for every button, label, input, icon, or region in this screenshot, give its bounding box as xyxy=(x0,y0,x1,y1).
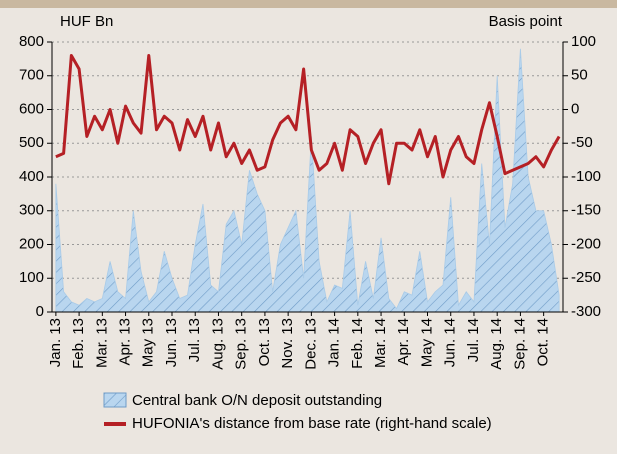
y2-tick-label: 0 xyxy=(571,100,579,117)
x-tick-label: Jan. 14 xyxy=(326,318,343,367)
y-tick-label: 800 xyxy=(19,33,44,50)
y-tick-label: 600 xyxy=(19,100,44,117)
x-tick-label: Aug. 13 xyxy=(209,318,226,370)
y-tick-label: 0 xyxy=(36,303,44,320)
x-tick-label: Feb. 14 xyxy=(349,318,366,369)
x-tick-label: Oct. 14 xyxy=(535,318,552,366)
x-tick-label: Aug. 14 xyxy=(488,318,505,370)
y-tick-label: 500 xyxy=(19,134,44,151)
legend-label: HUFONIA's distance from base rate (right… xyxy=(132,415,492,432)
y-axis-label: HUF Bn xyxy=(60,13,113,30)
x-tick-label: Jul. 14 xyxy=(465,318,482,362)
y-tick-label: 200 xyxy=(19,235,44,252)
y-tick-label: 700 xyxy=(19,67,44,84)
x-tick-label: Apr. 13 xyxy=(117,318,134,366)
x-tick-label: Mar. 14 xyxy=(372,318,389,368)
x-tick-label: Sep. 14 xyxy=(511,318,528,370)
x-tick-label: Feb. 13 xyxy=(70,318,87,369)
x-tick-label: Mar. 13 xyxy=(93,318,110,368)
x-tick-label: Jul. 13 xyxy=(186,318,203,362)
x-tick-label: May 14 xyxy=(418,318,435,367)
area xyxy=(55,48,560,313)
y-tick-label: 400 xyxy=(19,168,44,185)
line xyxy=(55,54,561,186)
y2-tick-label: -200 xyxy=(571,235,601,252)
y-tick-label: 300 xyxy=(19,202,44,219)
legend-label: Central bank O/N deposit outstanding xyxy=(132,392,382,409)
y2-tick-label: -250 xyxy=(571,269,601,286)
x-tick-label: May 13 xyxy=(140,318,157,367)
x-tick-label: Dec. 13 xyxy=(302,318,319,370)
y2-tick-label: -50 xyxy=(571,134,593,151)
y2-tick-label: 50 xyxy=(571,67,588,84)
y-tick-label: 100 xyxy=(19,269,44,286)
x-tick-label: Apr. 14 xyxy=(395,318,412,366)
x-tick-label: Nov. 13 xyxy=(279,318,296,369)
y2-axis-label: Basis point xyxy=(489,13,563,30)
x-tick-label: Sep. 13 xyxy=(233,318,250,370)
x-tick-label: Jun. 13 xyxy=(163,318,180,367)
x-tick-label: Jun. 14 xyxy=(442,318,459,367)
y2-tick-label: 100 xyxy=(571,33,596,50)
legend-swatch-area xyxy=(103,392,127,408)
y2-tick-label: -300 xyxy=(571,303,601,320)
y2-tick-label: -100 xyxy=(571,168,601,185)
x-tick-label: Jan. 13 xyxy=(47,318,64,367)
top-bar xyxy=(0,0,617,8)
y2-tick-label: -150 xyxy=(571,202,601,219)
x-tick-label: Oct. 13 xyxy=(256,318,273,366)
